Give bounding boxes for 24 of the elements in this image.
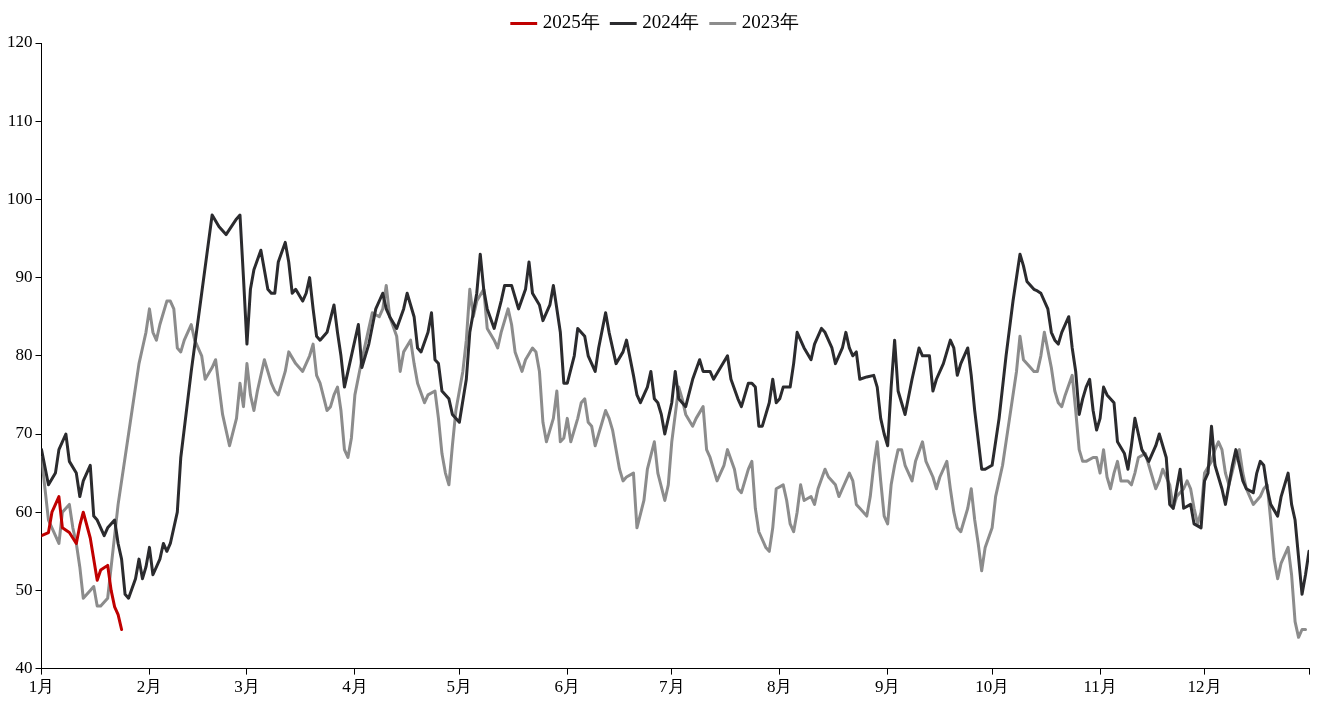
x-tick-label: 8月 <box>766 677 793 697</box>
legend-label: 2023年 <box>741 11 799 33</box>
y-tick-label: 70 <box>15 423 33 443</box>
y-tick-label: 120 <box>7 32 33 52</box>
x-tick-label: 12月 <box>1187 677 1222 697</box>
x-tick-label: 11月 <box>1083 677 1117 697</box>
x-tick-label: 2月 <box>136 677 163 697</box>
y-tick-label: 100 <box>7 188 33 208</box>
y-tick-label: 60 <box>15 501 33 521</box>
x-tick-label: 5月 <box>446 677 473 697</box>
x-tick-label: 4月 <box>342 677 368 697</box>
x-tick-label: 10月 <box>975 677 1010 697</box>
y-tick-label: 40 <box>15 658 33 678</box>
y-tick-label: 110 <box>7 110 33 130</box>
y-tick-label: 50 <box>15 579 33 599</box>
x-tick-label: 1月 <box>28 677 55 697</box>
y-tick-label: 80 <box>15 345 33 365</box>
x-tick-label: 6月 <box>554 677 581 697</box>
legend-label: 2025年 <box>542 11 600 33</box>
x-tick-label: 7月 <box>659 677 685 697</box>
x-tick-label: 3月 <box>234 677 260 697</box>
y-tick-label: 90 <box>15 267 33 287</box>
x-tick-label: 9月 <box>874 677 901 697</box>
legend-label: 2024年 <box>642 11 700 33</box>
